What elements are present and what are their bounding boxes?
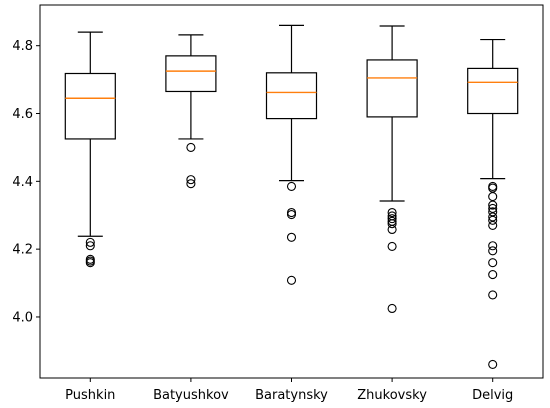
box-group xyxy=(366,25,418,314)
outlier-point xyxy=(488,359,498,369)
outlier-point xyxy=(488,270,498,280)
outlier-point xyxy=(488,290,498,300)
outlier-point xyxy=(387,224,397,235)
outlier-point xyxy=(186,175,196,185)
iqr-box xyxy=(467,67,519,115)
outlier-point xyxy=(488,200,498,210)
outlier-point xyxy=(387,303,397,314)
box-group xyxy=(165,34,217,189)
outlier-point xyxy=(186,142,196,152)
y-tick-label: 4.6 xyxy=(12,107,33,122)
outlier-point xyxy=(286,232,297,242)
outlier-point xyxy=(387,207,397,218)
x-tick-label: Zhukovsky xyxy=(357,388,427,403)
plot-marks xyxy=(64,24,519,369)
y-tick-label: 4.2 xyxy=(12,243,33,258)
outlier-point xyxy=(387,241,397,251)
y-tick-label: 4.4 xyxy=(12,175,33,190)
outlier-point xyxy=(286,275,297,285)
outlier-point xyxy=(488,220,498,230)
box-group xyxy=(64,31,116,268)
outlier-point xyxy=(85,237,95,247)
outlier-point xyxy=(488,215,498,225)
x-tick-label: Batyushkov xyxy=(153,388,229,403)
outlier-point xyxy=(488,258,498,268)
outlier-point xyxy=(286,210,297,220)
outlier-point xyxy=(387,219,397,229)
outlier-point xyxy=(186,179,196,189)
y-tick-label: 4.8 xyxy=(12,39,33,54)
outlier-point xyxy=(488,246,498,256)
x-tick-label: Delvig xyxy=(472,388,513,403)
outlier-point xyxy=(85,241,95,251)
iqr-box xyxy=(64,72,116,140)
axes: 4.0 4.2 4.4 4.6 4.8 Pushkin Batyushkov Baratyns… xyxy=(12,4,544,403)
y-tick-label: 4.0 xyxy=(12,310,33,325)
outlier-point xyxy=(387,214,397,224)
iqr-box xyxy=(165,55,217,93)
outlier-point xyxy=(488,241,498,251)
outlier-point xyxy=(85,258,95,268)
outlier-point xyxy=(286,181,297,191)
x-tick-label: Baratynsky xyxy=(255,388,328,403)
outlier-point xyxy=(488,192,498,202)
x-tick-label: Pushkin xyxy=(65,388,115,403)
box-group xyxy=(467,38,519,369)
iqr-box xyxy=(265,72,318,120)
iqr-box xyxy=(366,59,418,118)
box-group xyxy=(265,24,318,285)
